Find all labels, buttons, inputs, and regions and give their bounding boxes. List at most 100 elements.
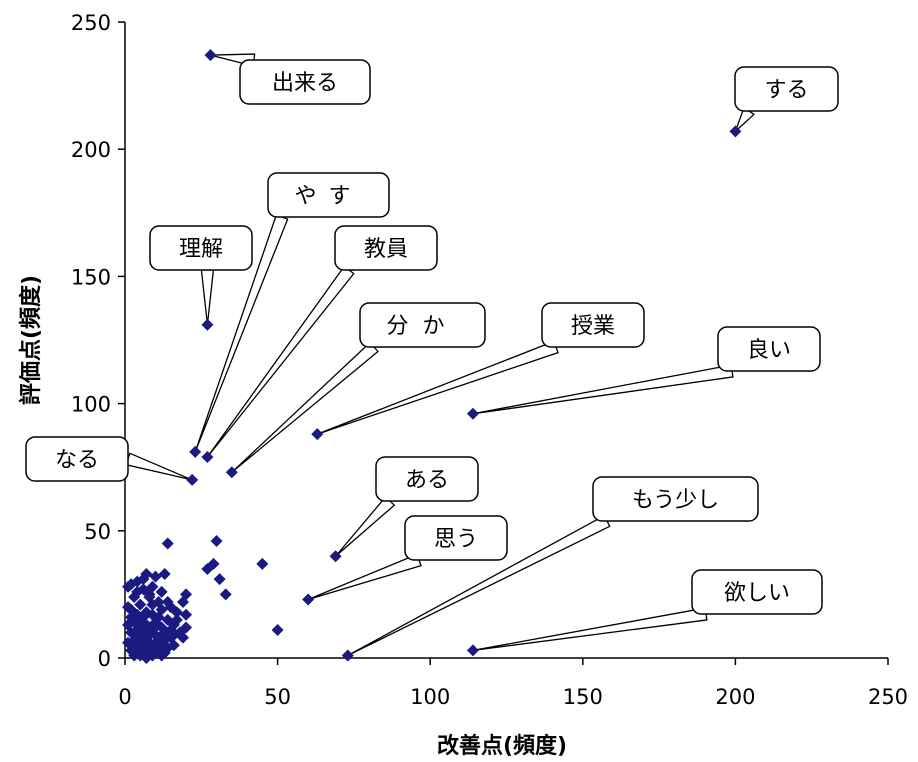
data-point-labeled: [189, 445, 202, 458]
callout-box: [592, 476, 759, 522]
data-point: [134, 649, 147, 662]
data-point: [128, 629, 141, 642]
data-point: [170, 613, 183, 626]
y-tick-label: 50: [84, 520, 111, 544]
callout-label: 欲しい: [724, 581, 790, 606]
callout-label: もう少し: [632, 488, 719, 513]
x-tick-label: 0: [118, 685, 131, 709]
x-tick-label: 250: [868, 685, 908, 709]
data-point: [137, 573, 150, 586]
data-point: [167, 629, 180, 642]
data-point-labeled: [729, 125, 742, 138]
x-tick-label: 100: [410, 685, 450, 709]
callout-label: 思う: [434, 527, 478, 552]
x-tick-label: 150: [563, 685, 603, 709]
callout-label: 分か: [386, 314, 458, 339]
data-point: [167, 639, 180, 652]
callout-box: [691, 569, 823, 615]
data-point: [158, 646, 171, 659]
y-tick-label: 200: [71, 138, 111, 162]
data-point: [271, 624, 284, 637]
callout-box: [267, 172, 390, 218]
callout-box: [404, 515, 508, 561]
data-point: [256, 557, 269, 570]
data-point: [213, 573, 226, 586]
data-point-labeled: [466, 407, 479, 420]
callout-leader: [125, 452, 193, 481]
callout-leader: [307, 553, 422, 601]
y-axis-title: 評価点(頻度): [18, 275, 44, 405]
y-tick-label: 250: [71, 11, 111, 35]
data-point: [161, 596, 174, 609]
x-axis-title: 改善点(頻度): [437, 733, 567, 759]
data-point: [140, 606, 153, 619]
x-tick-label: 200: [715, 685, 755, 709]
data-point-labeled: [201, 318, 214, 331]
callout-box: [541, 302, 645, 348]
callout-leader: [231, 341, 379, 473]
data-point-labeled: [329, 550, 342, 563]
callout-box: [149, 225, 253, 271]
callout-label: 理解: [179, 237, 223, 262]
data-point: [125, 611, 138, 624]
callout-leaders: [125, 53, 755, 657]
callout-box: [734, 66, 839, 112]
data-point-labeled: [302, 593, 315, 606]
y-tick-label: 100: [71, 393, 111, 417]
data-point: [128, 649, 141, 662]
y-tick-label: 0: [98, 647, 111, 671]
data-point-labeled: [186, 473, 199, 486]
callout-label: 教員: [364, 237, 408, 262]
callout-box: [239, 59, 371, 105]
data-points: [122, 49, 742, 664]
callout-box: [334, 225, 438, 271]
data-point: [146, 624, 159, 637]
callout-label: 出来る: [272, 71, 338, 96]
callout-box: [359, 302, 486, 348]
x-tick-label: 50: [264, 685, 291, 709]
data-point: [180, 608, 193, 621]
callout-box: [375, 456, 479, 502]
data-point-labeled: [225, 466, 238, 479]
data-point-labeled: [201, 451, 214, 464]
data-point-labeled: [466, 644, 479, 657]
callout-label: ある: [405, 468, 449, 493]
callout-label: 良い: [747, 338, 791, 363]
callout-label: なる: [55, 448, 99, 473]
data-point: [219, 588, 232, 601]
data-point: [201, 562, 214, 575]
data-point: [161, 537, 174, 550]
callout-leader: [472, 364, 734, 415]
data-point: [152, 611, 165, 624]
callout-leader: [200, 269, 215, 326]
callout-leader: [334, 496, 395, 557]
data-point: [134, 598, 147, 611]
data-point: [128, 641, 141, 654]
callout-label: やす: [294, 184, 362, 209]
data-point: [146, 649, 159, 662]
axes: 0 50 100 150 200 250 0 50 100 150 200 250: [71, 11, 908, 709]
data-point: [158, 568, 171, 581]
callout-label: する: [764, 78, 808, 103]
data-point-labeled: [204, 49, 217, 62]
data-point: [210, 534, 223, 547]
data-point: [131, 585, 144, 598]
data-point: [122, 601, 135, 614]
data-point: [143, 590, 156, 603]
callout-leader: [472, 607, 708, 652]
y-tick-label: 150: [71, 265, 111, 289]
data-point-labeled: [311, 428, 324, 441]
data-point: [152, 631, 165, 644]
callout-label: 授業: [571, 314, 615, 339]
callout-leader: [316, 340, 559, 435]
callout-box: [25, 436, 129, 482]
data-point: [155, 585, 168, 598]
data-point-labeled: [341, 649, 354, 662]
callout-box: [717, 326, 821, 372]
data-point: [176, 596, 189, 609]
data-point: [170, 606, 183, 619]
data-point: [140, 641, 153, 654]
data-point: [149, 570, 162, 583]
